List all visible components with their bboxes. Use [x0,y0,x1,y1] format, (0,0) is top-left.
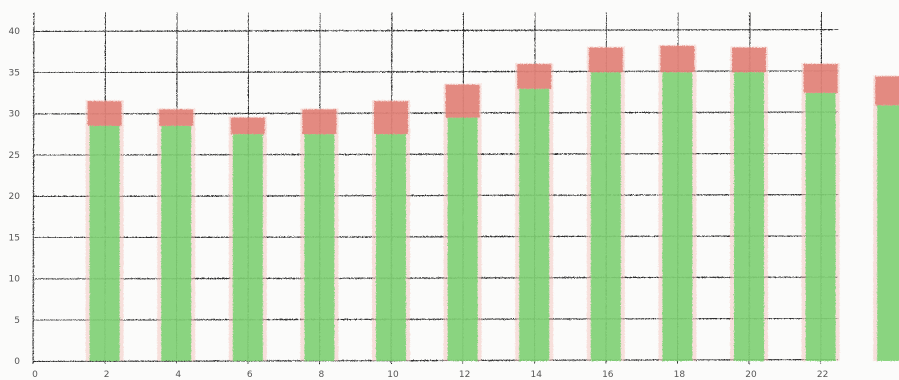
bar-green-segment [519,88,550,361]
gridline-y-5 [32,317,839,321]
y-tick-label: 0 [14,357,20,367]
gridline-y-25 [32,152,839,156]
bar-red-segment [517,64,552,89]
bar-green-segment [734,72,764,361]
x-tick-label: 10 [387,370,399,380]
gridline-x-0 [32,12,35,365]
gridline-y-30 [32,111,839,115]
bar-red-segment [302,109,337,135]
bars [85,44,899,361]
bar-red-segment [875,76,899,106]
gridline-y-35 [32,70,839,74]
bar-red-segment [230,117,265,135]
x-tick-label: 18 [674,370,686,380]
x-tick-label: 6 [247,370,253,380]
y-tick-label: 5 [14,316,20,326]
y-tick-label: 35 [9,68,20,78]
bar-green-segment [447,117,478,361]
gridline-y-0 [32,358,839,363]
gridline-y-40 [32,28,839,33]
x-tick-label: 0 [32,370,38,380]
bar-red-segment [732,47,766,73]
bar-red-segment [660,45,695,73]
y-tick-label: 30 [9,110,21,120]
x-tick-label: 4 [175,370,181,380]
bar-red-segment [445,84,480,118]
gridline-y-20 [32,193,839,198]
x-tick-label: 2 [104,370,110,380]
bar-red-segment [803,64,838,93]
bar-red-segment [159,109,194,126]
bar-green-segment [376,134,406,361]
y-tick-label: 15 [9,233,20,243]
bar-red-segment [87,101,122,126]
x-tick-label: 12 [459,370,470,380]
tick-labels: 0 5 10 15 20 25 30 35 40 0 2 4 6 8 10 12 14 16 18 20 22 [9,27,829,380]
bar-red-segment [588,47,623,73]
bar-green-segment [590,72,621,361]
x-tick-label: 22 [817,370,828,380]
bar-red-segment [374,101,408,135]
bar-green-segment [161,125,192,361]
grid [32,12,839,365]
gridline-y-10 [32,276,839,280]
y-tick-label: 20 [9,192,21,202]
bar-green-segment [877,105,899,361]
bar-green-segment [662,72,693,361]
bar-green-segment [89,125,120,361]
x-tick-label: 14 [530,370,542,380]
y-tick-label: 25 [9,151,20,161]
bar-green-segment [232,134,263,361]
bar-green-segment [805,92,836,361]
bar-green-segment [304,134,335,361]
y-tick-label: 10 [9,275,21,285]
x-tick-label: 8 [319,370,325,380]
x-tick-label: 16 [602,370,614,380]
y-tick-label: 40 [9,27,21,37]
x-tick-label: 20 [745,370,757,380]
gridline-y-15 [32,235,839,239]
